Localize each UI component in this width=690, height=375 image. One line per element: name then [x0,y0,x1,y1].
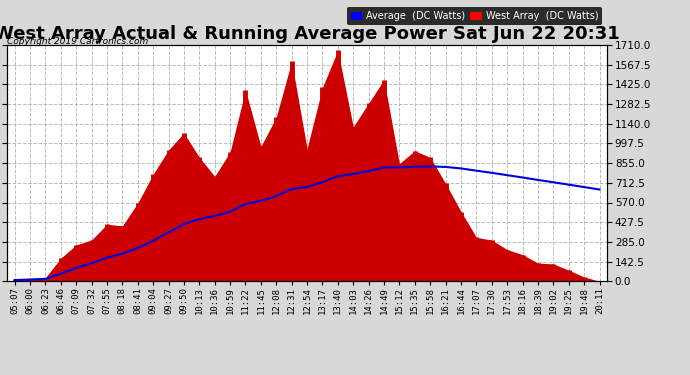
Legend: Average  (DC Watts), West Array  (DC Watts): Average (DC Watts), West Array (DC Watts… [347,8,602,25]
Text: Copyright 2019 Cartronics.com: Copyright 2019 Cartronics.com [7,38,148,46]
Title: West Array Actual & Running Average Power Sat Jun 22 20:31: West Array Actual & Running Average Powe… [0,26,620,44]
